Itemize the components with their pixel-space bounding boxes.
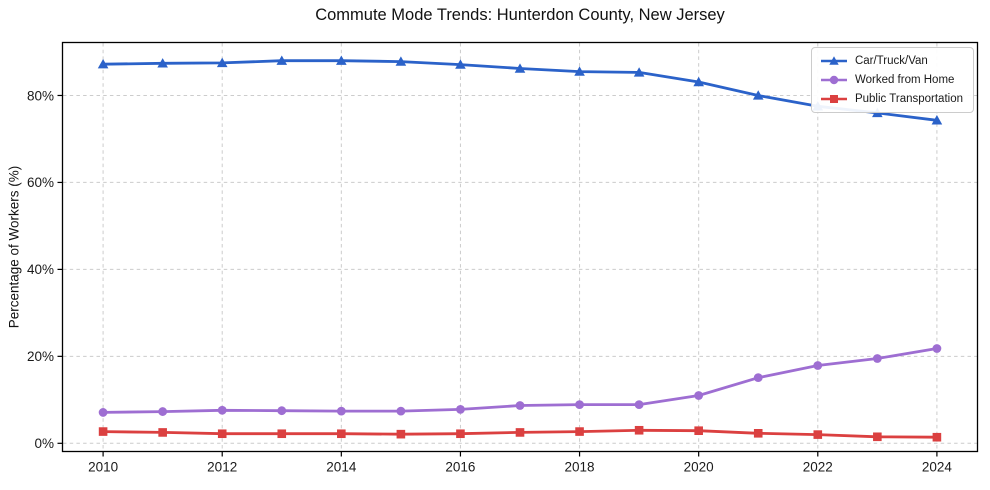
- series-marker-public-transportation: [456, 429, 465, 439]
- series-marker-public-transportation: [813, 430, 823, 439]
- series-marker-worked-from-home: [634, 400, 644, 410]
- square-marker-icon: [820, 95, 847, 103]
- legend-label: Car/Truck/Van: [854, 55, 928, 67]
- series-marker-public-transportation: [575, 427, 584, 436]
- series-marker-worked-from-home: [158, 407, 168, 416]
- series-marker-public-transportation: [932, 432, 942, 442]
- series-marker-public-transportation: [98, 427, 108, 436]
- y-axis-label: Percentage of Workers (%): [6, 165, 22, 329]
- y-tick-label: 60%: [27, 175, 54, 190]
- series-marker-car-truck-van: [157, 58, 168, 68]
- series-marker-public-transportation: [634, 425, 644, 435]
- series-marker-public-transportation: [694, 426, 703, 435]
- x-tick-label: 2024: [922, 460, 953, 475]
- legend: Car/Truck/Van Worked from Home Public Tran…: [810, 47, 974, 113]
- y-tick-label: 40%: [27, 262, 54, 277]
- series-marker-car-truck-van: [574, 66, 585, 76]
- series-marker-car-truck-van: [395, 56, 407, 66]
- legend-item-public-transportation: Public Transportation: [820, 91, 963, 107]
- series-marker-public-transportation: [396, 429, 406, 439]
- x-tick-label: 2022: [803, 460, 833, 475]
- series-marker-worked-from-home: [98, 408, 108, 417]
- series-marker-worked-from-home: [396, 406, 406, 416]
- series-marker-worked-from-home: [456, 404, 465, 414]
- x-tick-label: 2014: [326, 460, 357, 475]
- series-marker-car-truck-van: [752, 90, 764, 100]
- axes-spines: [61, 41, 979, 453]
- series-marker-public-transportation: [515, 428, 525, 437]
- series-marker-car-truck-van: [336, 55, 347, 65]
- series-marker-worked-from-home: [575, 400, 584, 410]
- series-marker-worked-from-home: [872, 354, 882, 363]
- series-marker-worked-from-home: [217, 405, 227, 415]
- series-marker-car-truck-van: [216, 57, 228, 68]
- chart-title: Commute Mode Trends: Hunterdon County, N…: [315, 6, 725, 24]
- series-marker-worked-from-home: [932, 344, 942, 353]
- series-marker-car-truck-van: [276, 55, 288, 65]
- series-marker-public-transportation: [158, 428, 167, 437]
- series-marker-public-transportation: [753, 429, 763, 438]
- y-tick-label: 0%: [34, 436, 54, 451]
- x-tick-label: 2018: [565, 460, 595, 475]
- triangle-marker-icon: [820, 56, 847, 65]
- x-tick-label: 2010: [88, 460, 118, 475]
- legend-item-car-truck-van: Car/Truck/Van: [820, 53, 963, 69]
- series-marker-public-transportation: [337, 429, 346, 439]
- x-tick-label: 2020: [684, 460, 714, 475]
- series-marker-car-truck-van: [514, 63, 526, 73]
- series-marker-worked-from-home: [336, 406, 346, 416]
- x-tick-label: 2012: [207, 460, 237, 475]
- series-marker-worked-from-home: [753, 373, 763, 383]
- x-tick-label: 2016: [445, 460, 475, 475]
- circle-marker-icon: [820, 75, 847, 85]
- y-tick-label: 80%: [27, 88, 54, 103]
- series-marker-worked-from-home: [694, 391, 704, 400]
- series-marker-public-transportation: [277, 429, 287, 439]
- series-marker-worked-from-home: [515, 401, 525, 410]
- series-marker-public-transportation: [217, 429, 227, 439]
- legend-item-worked-from-home: Worked from Home: [820, 72, 963, 88]
- series-marker-worked-from-home: [813, 361, 823, 370]
- series-marker-public-transportation: [873, 432, 882, 442]
- series-marker-car-truck-van: [693, 76, 704, 87]
- series-marker-car-truck-van: [455, 59, 466, 69]
- series-marker-worked-from-home: [277, 406, 287, 416]
- series-marker-car-truck-van: [97, 58, 109, 69]
- series-marker-car-truck-van: [931, 115, 943, 125]
- y-tick-label: 20%: [27, 349, 54, 364]
- legend-label: Worked from Home: [854, 74, 955, 86]
- series-marker-car-truck-van: [633, 67, 645, 77]
- legend-label: Public Transportation: [854, 93, 963, 105]
